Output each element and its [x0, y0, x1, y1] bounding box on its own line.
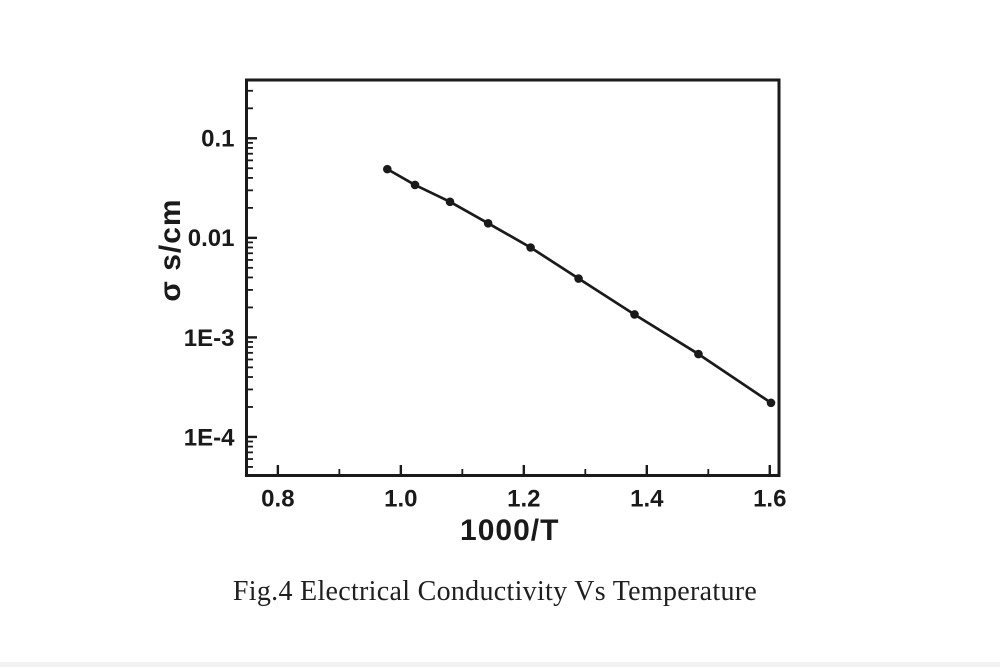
data-point	[483, 218, 493, 228]
data-point	[630, 310, 639, 319]
plot-border	[245, 78, 781, 477]
data-point	[445, 197, 455, 207]
y-axis-tick-label: 0.01	[188, 225, 235, 252]
x-axis-tick-label: 1.6	[753, 486, 786, 513]
y-axis-tick-label: 1E-4	[184, 424, 235, 451]
data-series-line	[385, 167, 773, 405]
x-axis-tick-label: 1.2	[507, 486, 540, 513]
page-edge-strip	[0, 662, 1000, 667]
data-point	[526, 243, 535, 252]
data-point	[766, 398, 776, 408]
y-axis-label: σ s/cm	[154, 198, 187, 301]
data-point	[383, 164, 392, 174]
data-point	[574, 274, 583, 283]
x-axis-tick-label: 1.0	[384, 486, 417, 513]
x-axis-tick-label: 0.8	[261, 486, 294, 513]
data-point	[694, 349, 703, 359]
figure-caption: Fig.4 Electrical Conductivity Vs Tempera…	[232, 576, 758, 607]
x-axis-label: 1000/T	[460, 514, 559, 547]
x-axis-tick-label: 1.4	[630, 486, 664, 513]
y-axis-tick-label: 1E-3	[184, 325, 235, 352]
y-axis-tick-label: 0.1	[201, 126, 234, 153]
data-point	[410, 180, 420, 190]
